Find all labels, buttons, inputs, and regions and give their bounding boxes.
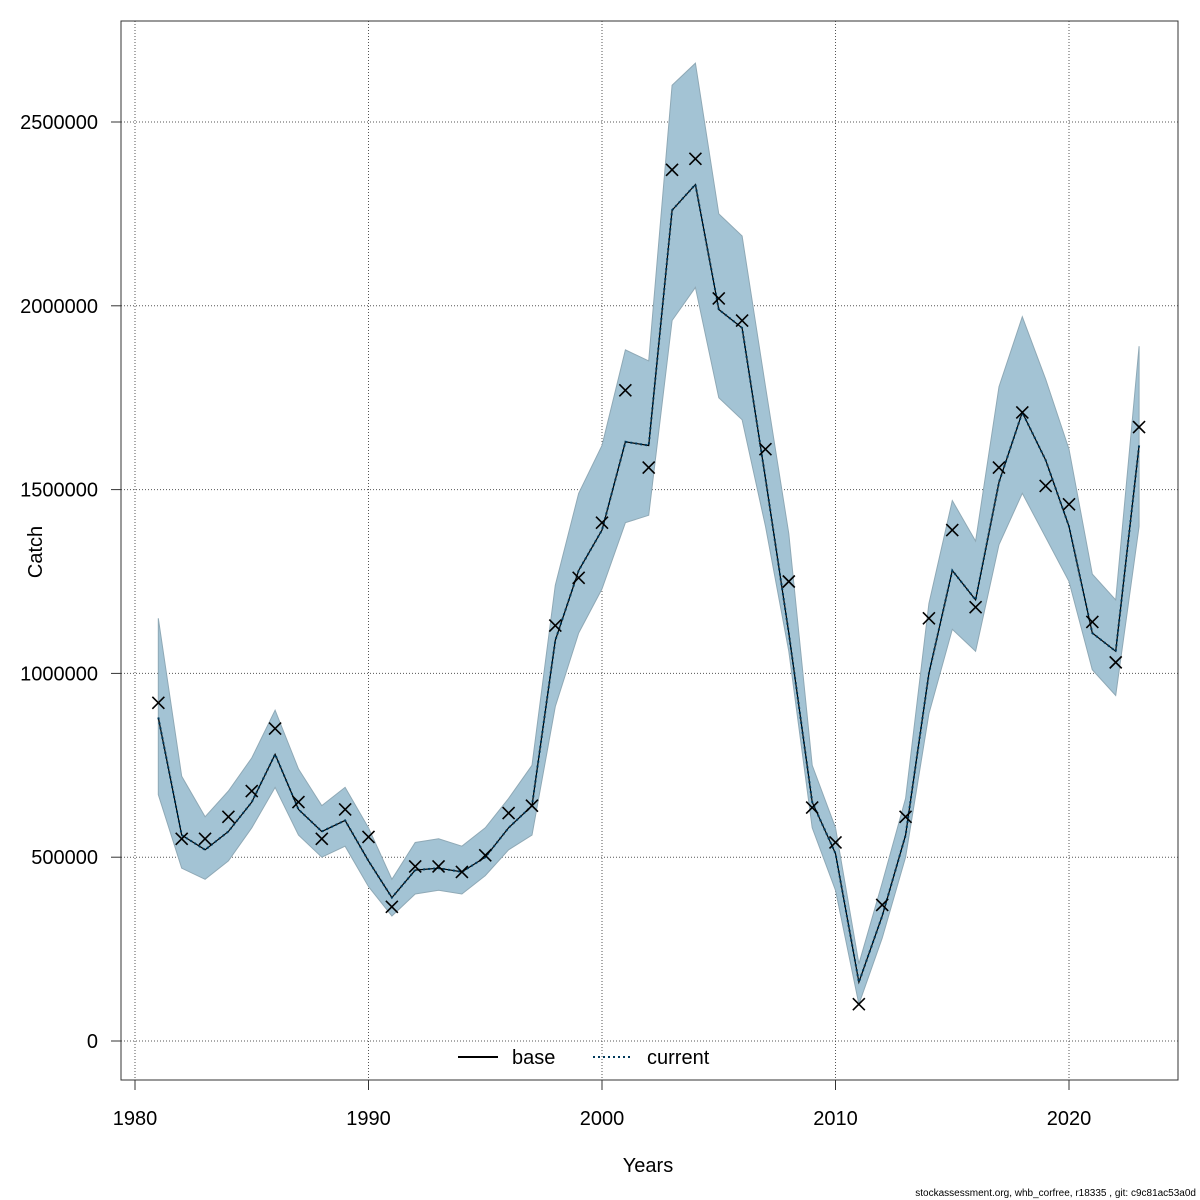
- observed-marker-2014: [922, 611, 936, 625]
- observed-marker-2018: [1015, 405, 1029, 419]
- observed-marker-1983: [198, 832, 212, 846]
- observed-marker-1991: [385, 900, 399, 914]
- observed-marker-1992: [408, 859, 422, 873]
- observed-marker-2006: [735, 313, 749, 328]
- y-axis: 0 500000 1000000 1500000 2000000 2500000: [20, 112, 121, 1053]
- observed-marker-2013: [898, 810, 913, 824]
- observed-marker-2012: [875, 898, 889, 912]
- observed-marker-1985: [245, 784, 259, 798]
- observed-marker-1996: [502, 806, 516, 820]
- observed-marker-1994: [455, 865, 469, 879]
- observed-marker-1989: [338, 802, 352, 816]
- observed-marker-1995: [478, 848, 492, 862]
- observed-marker-1990: [361, 830, 376, 844]
- observed-marker-1986: [268, 721, 282, 736]
- legend: base current: [458, 1047, 710, 1069]
- series-line-current: [157, 182, 1141, 987]
- observed-marker-1997: [525, 799, 539, 813]
- footnote: stockassessment.org, whb_corfree, r18335…: [915, 1188, 1196, 1199]
- observed-marker-1984: [221, 810, 235, 824]
- legend-base-label: base: [512, 1047, 555, 1069]
- x-axis: 1980 1990 2000 2010 2020: [113, 1080, 1092, 1130]
- y-axis-label: Catch: [25, 526, 47, 578]
- x-tick-label-2010: 2010: [813, 1108, 858, 1130]
- confidence-band: [157, 62, 1140, 1007]
- observed-marker-1981: [151, 696, 165, 710]
- series-lines: [157, 182, 1141, 987]
- observed-marker-2017: [992, 460, 1006, 475]
- observed-marker-2000: [595, 516, 609, 530]
- observed-marker-2004: [688, 152, 702, 166]
- y-tick-label-2500000: 2500000: [20, 112, 98, 134]
- x-tick-label-2000: 2000: [580, 1108, 625, 1130]
- observed-marker-2001: [618, 383, 632, 397]
- series-line-base: [157, 183, 1140, 985]
- observed-marker-2002: [642, 460, 656, 475]
- observed-marker-2011: [852, 997, 866, 1011]
- observed-marker-2021: [1085, 615, 1099, 629]
- observed-marker-1988: [315, 832, 329, 846]
- y-tick-label-1500000: 1500000: [20, 480, 98, 502]
- observed-marker-2007: [758, 442, 773, 456]
- x-tick-label-2020: 2020: [1047, 1108, 1092, 1130]
- observed-marker-1982: [175, 832, 189, 846]
- observed-marker-2019: [1039, 479, 1053, 493]
- x-tick-label-1990: 1990: [346, 1108, 391, 1130]
- observed-markers: [151, 152, 1146, 1011]
- observed-marker-2015: [945, 523, 959, 537]
- observed-marker-2023: [1132, 420, 1146, 434]
- legend-current-label: current: [647, 1047, 710, 1069]
- observed-marker-1998: [548, 619, 562, 633]
- observed-marker-2022: [1109, 655, 1123, 669]
- observed-marker-2016: [969, 600, 983, 614]
- observed-marker-2010: [828, 835, 843, 850]
- plot-frame: [120, 20, 1179, 1081]
- grid-lines: [121, 21, 1178, 1080]
- observed-marker-1987: [291, 795, 306, 809]
- observed-marker-1993: [431, 859, 446, 873]
- confidence-band-area: [157, 62, 1140, 1007]
- y-tick-label-1000000: 1000000: [20, 663, 98, 685]
- y-tick-label-2000000: 2000000: [20, 296, 98, 318]
- y-tick-label-0: 0: [87, 1031, 98, 1053]
- x-tick-label-1980: 1980: [113, 1108, 158, 1130]
- y-tick-label-500000: 500000: [31, 847, 98, 869]
- observed-marker-2005: [712, 291, 726, 306]
- observed-marker-2003: [665, 163, 679, 177]
- x-axis-label: Years: [623, 1155, 673, 1177]
- observed-marker-2020: [1062, 497, 1076, 511]
- observed-marker-1999: [572, 571, 586, 585]
- observed-marker-2009: [805, 801, 819, 815]
- observed-marker-2008: [782, 574, 796, 589]
